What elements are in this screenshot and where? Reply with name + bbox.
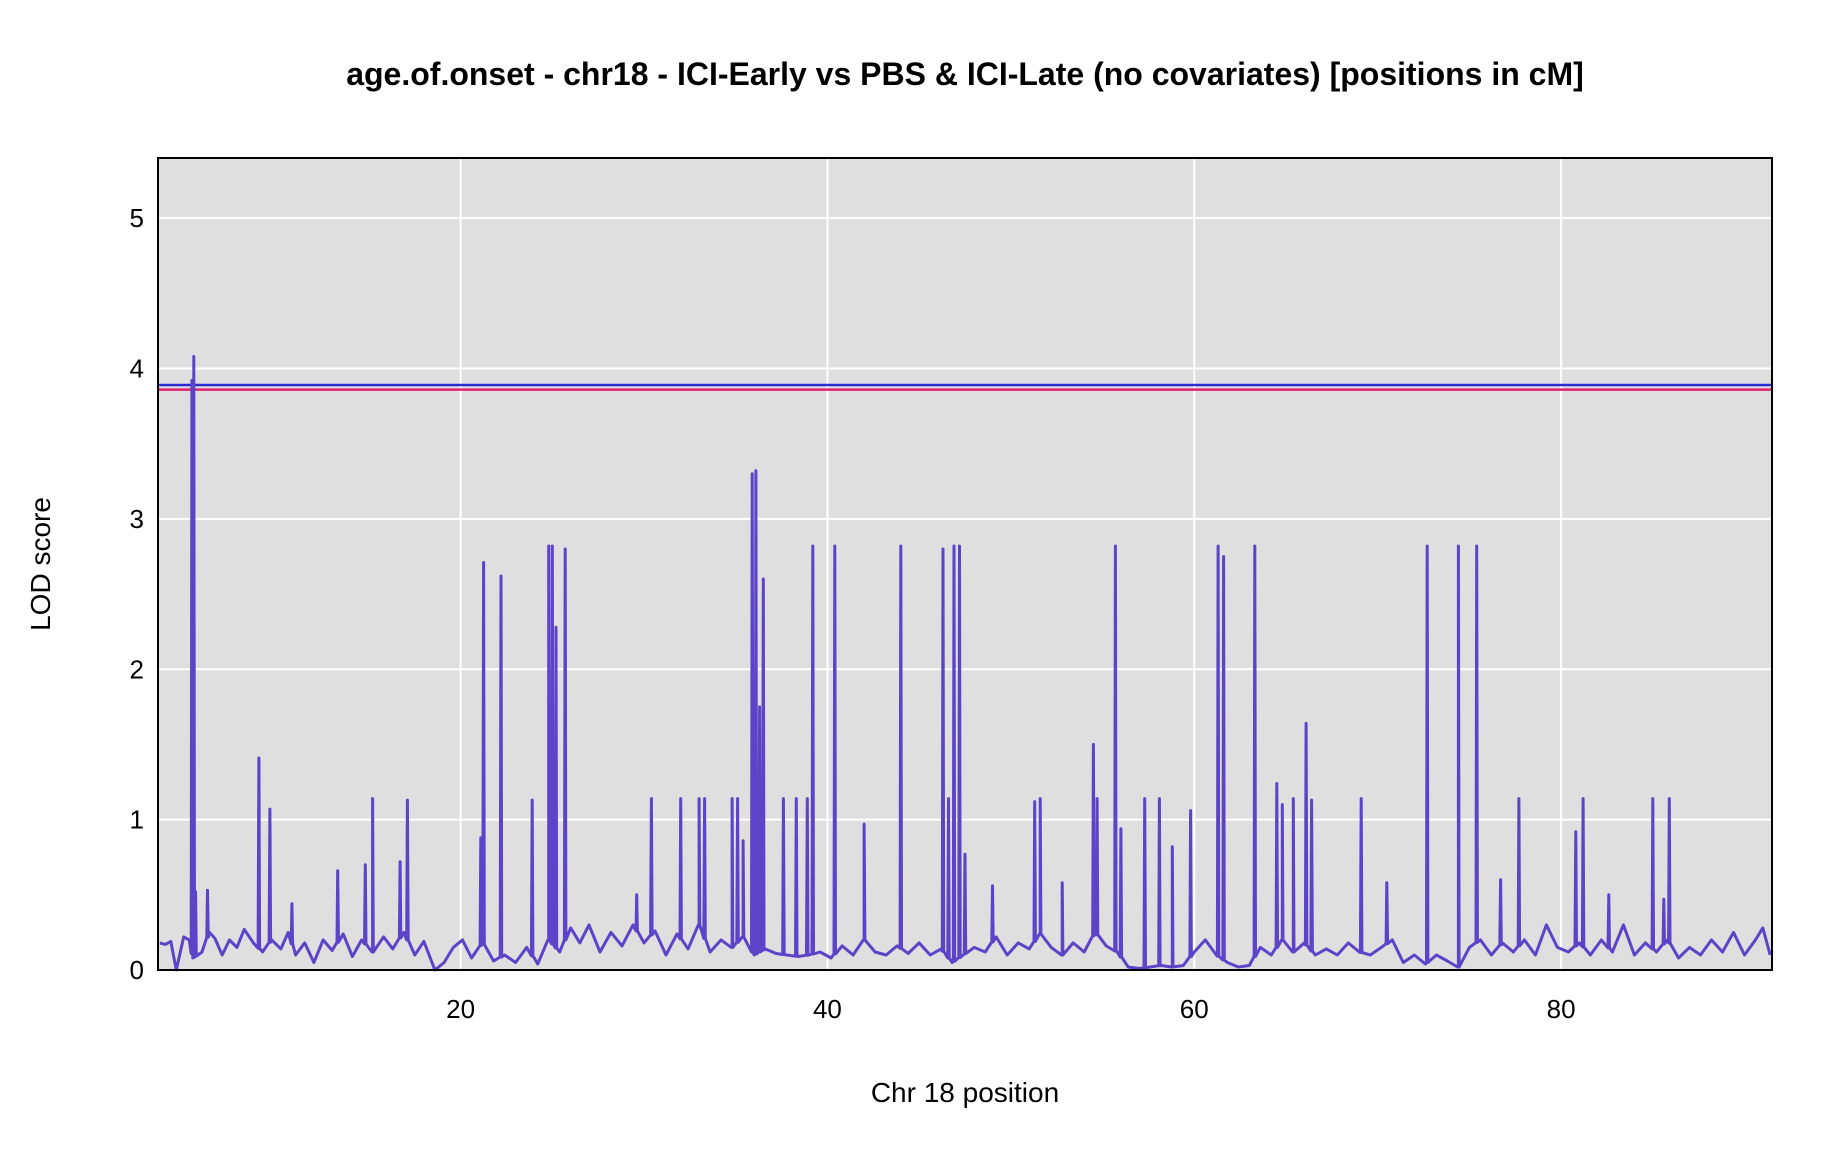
x-tick-label: 60 [1180, 994, 1209, 1024]
grid [158, 158, 1772, 971]
threshold-lines [158, 383, 1772, 391]
x-axis-title: Chr 18 position [871, 1077, 1059, 1108]
y-axis-title: LOD score [25, 497, 56, 631]
y-tick-label: 5 [130, 203, 144, 233]
x-tick-label: 40 [813, 994, 842, 1024]
x-tick-label: 20 [446, 994, 475, 1024]
y-tick-label: 0 [130, 955, 144, 985]
plot-background [158, 158, 1772, 970]
lod-series-line [159, 355, 1772, 972]
y-tick-label: 1 [130, 805, 144, 835]
series [159, 355, 1772, 972]
y-tick-label: 2 [130, 654, 144, 684]
y-tick-label: 4 [130, 354, 144, 384]
tick-labels: 20 40 60 80 0 1 2 3 4 5 [130, 203, 1576, 1024]
plot-frame [157, 157, 1773, 971]
y-tick-label: 3 [130, 504, 144, 534]
chart-title: age.of.onset - chr18 - ICI-Early vs PBS … [346, 56, 1584, 92]
x-tick-label: 80 [1547, 994, 1576, 1024]
